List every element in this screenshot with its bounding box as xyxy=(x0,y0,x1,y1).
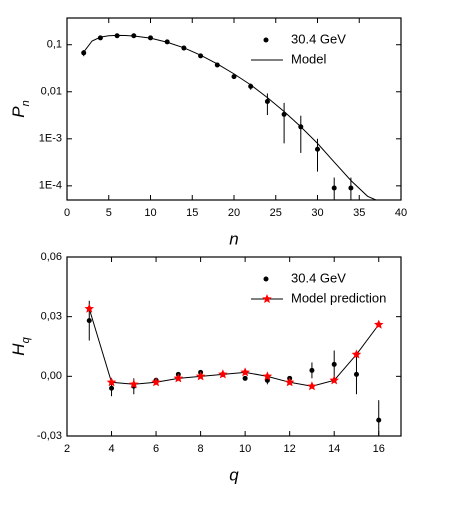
star-marker xyxy=(129,379,139,389)
data-point xyxy=(264,99,270,105)
data-point xyxy=(353,371,359,377)
series-line xyxy=(83,34,377,200)
star-marker xyxy=(195,371,206,381)
y-tick-label: 0,00 xyxy=(41,370,62,382)
plot-area xyxy=(81,33,377,200)
y-tick-label: 0,03 xyxy=(41,311,62,323)
x-tick-label: 35 xyxy=(353,207,365,219)
data-point xyxy=(309,367,315,373)
data-point xyxy=(315,146,320,152)
y-axis-label-sub: n xyxy=(20,100,32,106)
legend-label: 30.4 GeV xyxy=(291,270,346,285)
star-marker xyxy=(262,371,273,381)
x-tick-label: 10 xyxy=(144,207,156,219)
x-axis-label: q xyxy=(229,465,239,484)
series-line xyxy=(88,308,380,387)
star-marker xyxy=(351,349,362,359)
x-tick-label: 15 xyxy=(186,207,198,219)
plot-area xyxy=(84,300,384,436)
data-point xyxy=(109,385,115,391)
legend-symbol xyxy=(263,37,269,43)
x-axis-label: n xyxy=(229,229,238,248)
y-axis-label-main: H xyxy=(9,343,28,356)
y-axis-label-main: P xyxy=(9,106,28,118)
star-marker xyxy=(329,375,339,385)
x-tick-label: 20 xyxy=(228,207,240,219)
x-tick-label: 0 xyxy=(64,207,70,219)
y-axis-label: Pn xyxy=(9,100,31,117)
data-point xyxy=(231,74,237,80)
x-tick-label: 10 xyxy=(239,443,251,455)
star-marker xyxy=(218,369,228,379)
legend-label: 30.4 GeV xyxy=(291,31,346,46)
x-tick-label: 5 xyxy=(106,207,112,219)
star-marker xyxy=(284,377,295,387)
plot-frame xyxy=(66,17,402,201)
data-point xyxy=(242,375,248,381)
data-point xyxy=(331,361,337,367)
star-marker xyxy=(173,373,184,383)
legend-label: Model prediction xyxy=(291,290,386,305)
x-tick-label: 40 xyxy=(395,207,407,219)
star-marker xyxy=(84,303,94,313)
y-tick-label: 0,1 xyxy=(47,39,62,51)
y-tick-label: 0,01 xyxy=(41,86,62,98)
y-axis-label-sub: q xyxy=(20,336,32,343)
x-tick-label: 2 xyxy=(64,443,70,455)
legend-label: Model xyxy=(291,51,327,66)
data-point xyxy=(86,318,92,324)
x-tick-label: 25 xyxy=(270,207,282,219)
data-point xyxy=(348,185,354,191)
star-marker xyxy=(307,381,317,391)
y-tick-label: 0,06 xyxy=(41,251,62,263)
y-tick-label: 1E-3 xyxy=(39,133,62,145)
data-point xyxy=(331,185,337,191)
star-marker xyxy=(151,377,161,387)
x-tick-label: 4 xyxy=(108,443,114,455)
star-marker xyxy=(374,319,384,329)
data-point xyxy=(376,417,382,423)
legend-star xyxy=(262,294,272,303)
data-point xyxy=(248,83,254,89)
star-marker xyxy=(106,377,117,387)
x-tick-label: 16 xyxy=(373,443,385,455)
star-marker xyxy=(240,367,250,377)
x-tick-label: 14 xyxy=(328,443,340,455)
x-tick-label: 8 xyxy=(198,443,204,455)
y-tick-label: 1E-4 xyxy=(39,180,62,192)
y-axis-label: Hq xyxy=(9,336,31,355)
y-tick-label: -0,03 xyxy=(37,430,62,442)
x-tick-label: 6 xyxy=(153,443,159,455)
x-tick-label: 12 xyxy=(284,443,296,455)
plot-frame xyxy=(66,256,402,437)
x-tick-label: 30 xyxy=(311,207,323,219)
data-point xyxy=(81,50,87,56)
legend-symbol xyxy=(263,276,269,282)
